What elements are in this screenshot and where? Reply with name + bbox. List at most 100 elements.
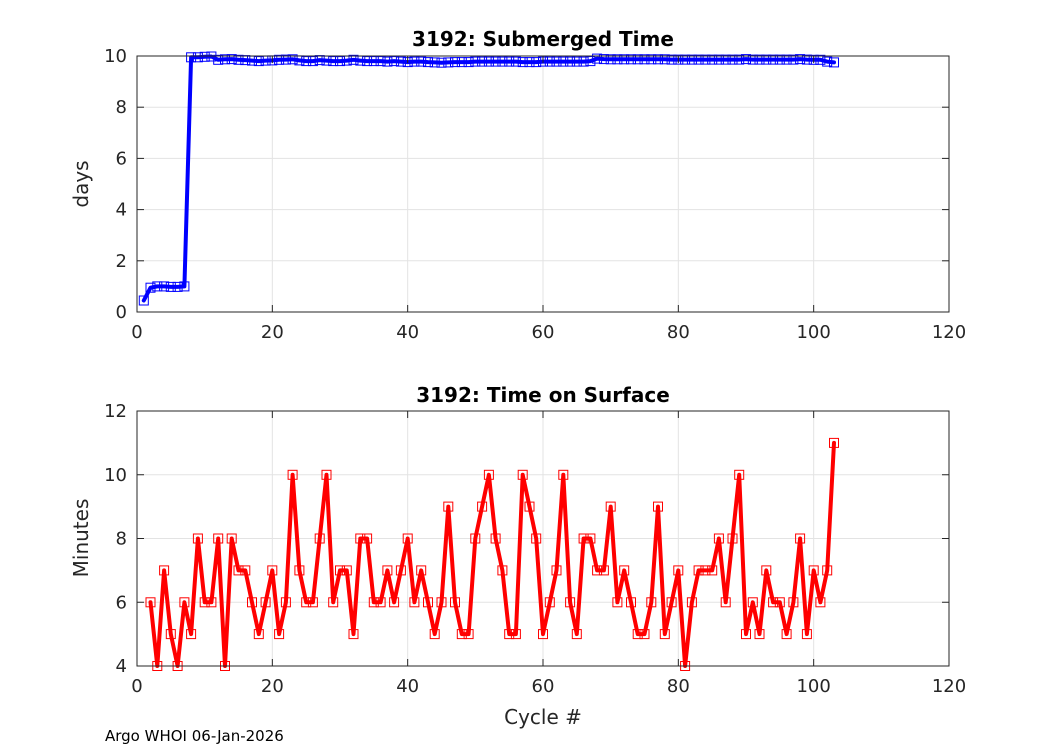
data-point-submerged	[138, 295, 149, 306]
y-tick-label-submerged: 10	[104, 46, 127, 67]
data-point-submerged	[416, 56, 427, 67]
markers-surface-time	[145, 437, 839, 671]
y-axis-label-submerged: days	[69, 160, 93, 207]
data-point-surface	[788, 597, 799, 608]
data-point-surface	[450, 597, 460, 608]
data-point-submerged	[192, 52, 203, 63]
data-point-surface	[145, 597, 156, 608]
data-point-submerged	[734, 54, 745, 65]
data-point-surface	[774, 597, 785, 608]
data-point-submerged	[395, 56, 406, 67]
data-point-submerged	[558, 56, 569, 67]
data-point-submerged	[510, 56, 521, 67]
data-point-surface	[247, 597, 257, 608]
data-point-surface	[659, 629, 670, 640]
data-point-surface	[328, 597, 339, 608]
data-point-submerged	[693, 54, 704, 65]
data-point-submerged	[280, 54, 291, 65]
data-point-surface	[423, 597, 433, 608]
data-point-surface	[260, 597, 271, 608]
data-point-submerged	[619, 54, 630, 65]
data-point-surface	[199, 597, 210, 608]
data-point-surface	[713, 533, 724, 544]
y-tick-label-submerged: 4	[116, 200, 127, 221]
data-point-submerged	[226, 54, 237, 65]
chart-title-submerged: 3192: Submerged Time	[412, 27, 674, 51]
data-point-surface	[335, 565, 345, 576]
data-point-surface	[159, 565, 170, 576]
x-tick-label-surface: 0	[131, 676, 142, 697]
data-point-submerged	[389, 56, 400, 67]
data-point-submerged	[490, 56, 501, 67]
data-point-submerged	[666, 54, 677, 65]
data-point-submerged	[504, 56, 515, 67]
data-point-surface	[619, 565, 630, 576]
data-point-surface	[389, 597, 400, 608]
data-point-surface	[456, 629, 467, 640]
data-point-surface	[429, 629, 440, 640]
x-tick-label-surface: 80	[667, 676, 690, 697]
chart-title-surface: 3192: Time on Surface	[416, 383, 670, 407]
surface-time-chart: 0 20 40 60 80 100 120 4 6 8 10 12 3192: Time on Sur…	[69, 383, 966, 729]
data-point-surface	[639, 629, 650, 640]
data-point-submerged	[423, 57, 433, 68]
data-point-submerged	[483, 56, 494, 67]
data-point-surface	[483, 469, 494, 480]
series-line-submerged	[141, 54, 836, 303]
ticks-submerged: 0 20 40 60 80 100 120 0 2 4 6 8 10	[104, 46, 966, 343]
data-point-surface	[490, 533, 501, 544]
data-point-surface	[186, 629, 197, 640]
data-point-surface	[301, 597, 312, 608]
data-point-submerged	[470, 56, 481, 67]
x-axis-label-surface: Cycle #	[504, 705, 582, 729]
x-tick-label-submerged: 100	[796, 322, 830, 343]
x-tick-label-submerged: 120	[932, 322, 966, 343]
data-point-submerged	[612, 54, 623, 65]
data-point-submerged	[686, 54, 697, 65]
data-point-submerged	[632, 54, 643, 65]
y-tick-label-submerged: 2	[116, 251, 127, 272]
data-point-submerged	[761, 54, 772, 65]
data-point-surface	[646, 597, 657, 608]
data-point-surface	[822, 565, 833, 576]
data-point-surface	[551, 565, 562, 576]
data-point-submerged	[517, 57, 528, 68]
data-point-submerged	[165, 281, 176, 292]
y-tick-label-surface: 8	[116, 529, 127, 550]
data-point-surface	[402, 533, 413, 544]
data-point-surface	[213, 533, 224, 544]
data-point-surface	[368, 597, 379, 608]
data-point-submerged	[368, 56, 379, 67]
data-point-surface	[768, 597, 779, 608]
data-point-submerged	[815, 54, 826, 65]
data-point-surface	[524, 501, 535, 512]
data-point-surface	[436, 597, 447, 608]
data-point-surface	[598, 565, 609, 576]
data-point-surface	[192, 533, 203, 544]
data-point-submerged	[443, 57, 454, 68]
y-tick-label-surface: 12	[104, 401, 127, 422]
data-point-surface	[510, 629, 521, 640]
data-point-surface	[179, 597, 190, 608]
data-point-surface	[801, 629, 812, 640]
data-point-surface	[754, 629, 765, 640]
data-point-surface	[517, 469, 528, 480]
y-tick-label-surface: 10	[104, 465, 127, 486]
data-point-surface	[226, 533, 237, 544]
data-point-surface	[477, 501, 488, 512]
data-point-submerged	[307, 56, 318, 67]
ticks-surface: 0 20 40 60 80 100 120 4 6 8 10 12	[104, 401, 966, 697]
data-point-submerged	[463, 57, 474, 68]
data-point-surface	[808, 565, 819, 576]
data-point-surface	[673, 565, 684, 576]
data-point-submerged	[253, 56, 264, 67]
data-point-surface	[612, 597, 623, 608]
x-tick-label-surface: 100	[796, 676, 830, 697]
data-point-surface	[531, 533, 542, 544]
data-point-submerged	[795, 54, 806, 65]
data-point-submerged	[531, 57, 542, 68]
data-point-submerged	[592, 53, 603, 64]
data-point-surface	[544, 597, 555, 608]
data-point-submerged	[179, 281, 190, 292]
